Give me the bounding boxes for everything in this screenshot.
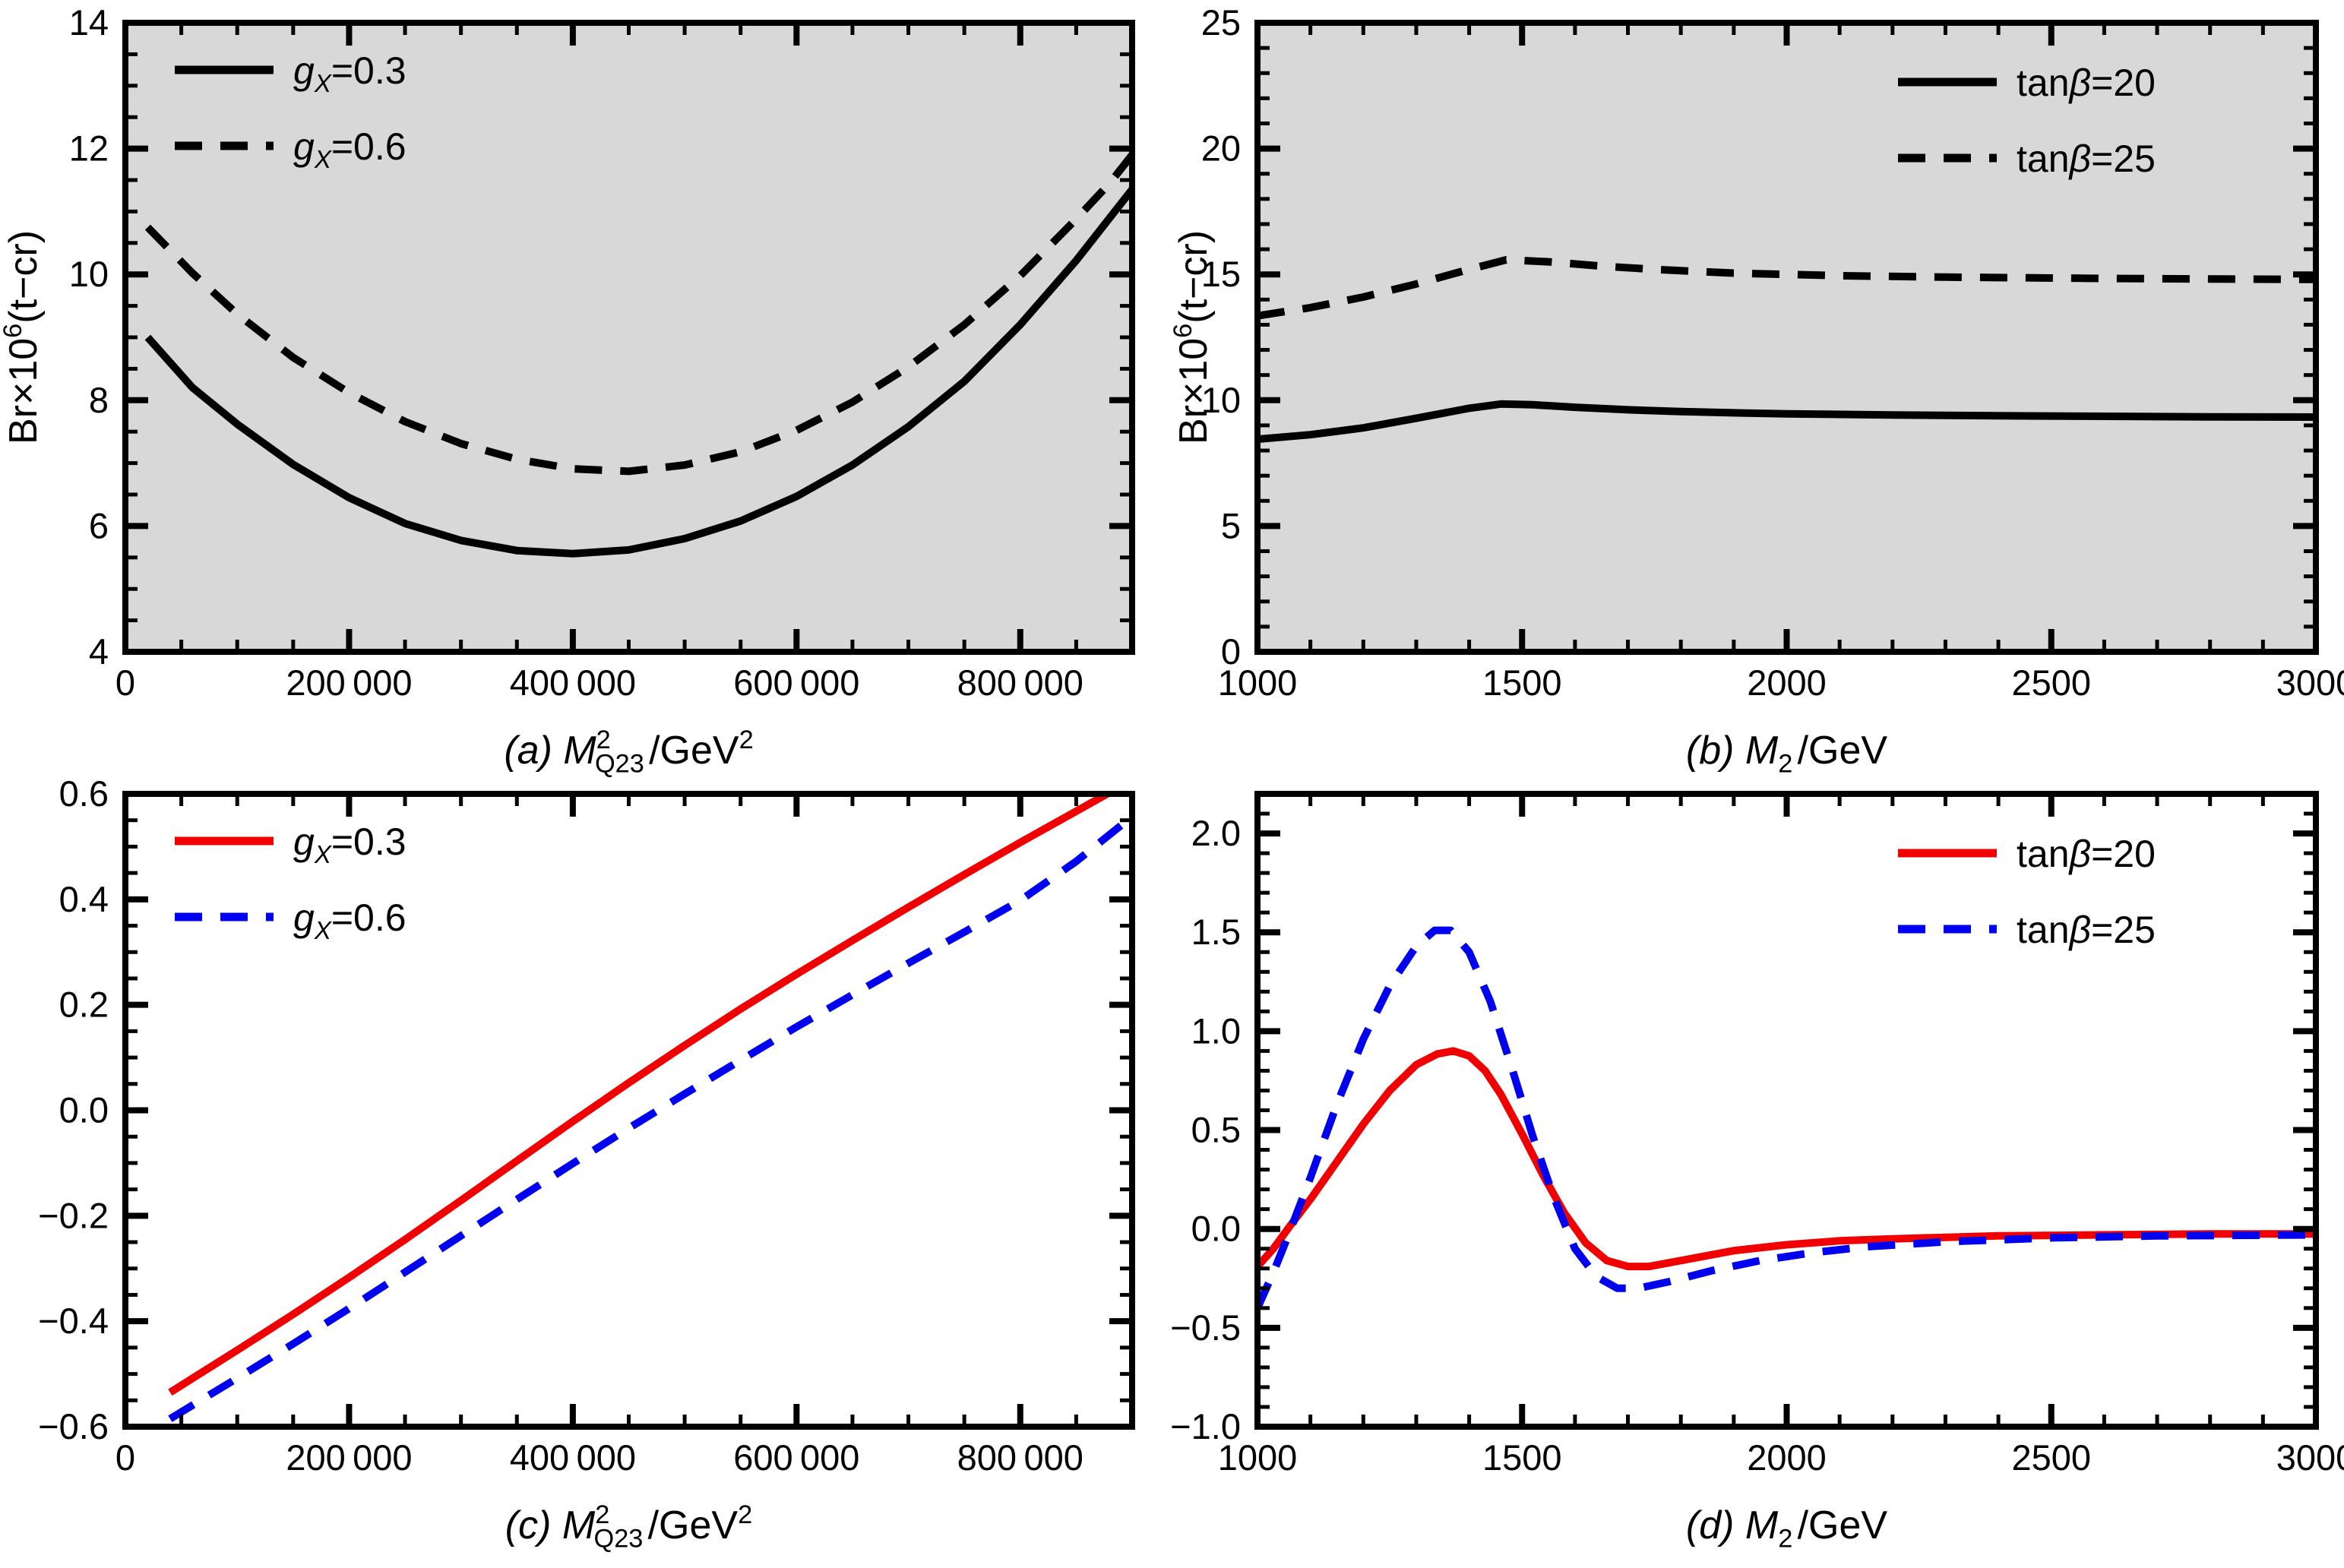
panel-d-ytick-label: 1.5 [1191, 912, 1241, 952]
panel-d-ytick-label: 0.0 [1191, 1209, 1241, 1249]
panel-b-xtick-label: 1000 [1218, 662, 1298, 703]
panel-c-ytick-label: 0.2 [59, 985, 109, 1025]
panel-d-ytick-label: 2.0 [1191, 813, 1241, 853]
panel-d-xtick-label: 2500 [2011, 1437, 2091, 1478]
panel-a-ytick-label: 8 [89, 380, 109, 420]
panel-b-legend: tanβ=20 tanβ=25 [1898, 62, 2156, 180]
panel-b-xtick-label: 2000 [1747, 662, 1827, 703]
panel-a-xtick-label: 400 000 [510, 662, 636, 703]
panel-c-ytick-label: 0.6 [59, 773, 109, 814]
panel-b-series-0-line [1257, 400, 2316, 444]
panel-a-xtick-label: 200 000 [286, 662, 412, 703]
panel-c-ytick-label: −0.4 [38, 1301, 109, 1341]
panel-b-frame [1254, 20, 2319, 655]
panel-a-ytick-label: 12 [69, 128, 109, 169]
panel-a-ytick-label: 10 [69, 254, 109, 294]
panel-c-frame [122, 791, 1135, 1430]
panel-a-x-axis-title: (a) M2 Q23/GeV2 [504, 726, 753, 778]
panel-c-ytick-label: 0.0 [59, 1089, 109, 1130]
panel-c-ticks: 0 200 000 400 000 600 000 800 000 −0.6 −0.4 −0.… [38, 773, 1134, 1478]
panel-c-xtick-label: 400 000 [510, 1437, 636, 1478]
panel-c-xtick-label: 200 000 [286, 1437, 412, 1478]
panel-a-ytick-label: 14 [69, 2, 109, 43]
panel-b-y-axis-title: Br×106(t−cr) [1169, 230, 1216, 444]
panel-c-legend-label-0: gX=0.3 [293, 820, 406, 868]
panel-d-xtick-label: 1000 [1218, 1437, 1298, 1478]
panel-d-legend-label-0: tanβ=20 [2017, 833, 2156, 875]
panel-a-y-axis-title: Br×106(t−cr) [0, 230, 46, 444]
panel-d-series-1-line [1257, 926, 2316, 1310]
panel-d-ytick-label: 0.5 [1191, 1110, 1241, 1150]
panel-d-legend: tanβ=20 tanβ=25 [1898, 833, 2156, 951]
panel-a: 0 200 000 400 000 600 000 800 000 4 6 8 10 12 14 gX… [0, 2, 1135, 778]
panel-b-plot-area [1257, 23, 2316, 652]
panel-a-xtick-label: 600 000 [733, 662, 859, 703]
panel-d-x-axis-title: (d) M2/GeV [1686, 1503, 1887, 1553]
panel-c-ytick-label: 0.4 [59, 879, 109, 919]
panel-a-frame [122, 20, 1135, 655]
panel-c-plot-area [125, 794, 1132, 1427]
panel-a-ytick-label: 6 [89, 505, 109, 545]
panel-b-ytick-label: 5 [1221, 505, 1241, 545]
panel-a-ytick-label: 4 [89, 631, 109, 672]
panel-a-xtick-label: 800 000 [957, 662, 1083, 703]
panel-a-xtick-label: 0 [115, 662, 135, 703]
panel-a-legend-label-1: gX=0.6 [293, 125, 406, 173]
panel-b-ytick-label: 15 [1201, 254, 1241, 294]
panel-b-series-1-line [1257, 256, 2316, 320]
panel-b-ytick-label: 10 [1201, 380, 1241, 420]
panel-b-legend-label-1: tanβ=25 [2017, 138, 2156, 180]
panel-a-series-0-line [144, 187, 1132, 558]
panel-d-ytick-label: −0.5 [1170, 1307, 1241, 1348]
panel-a-legend: gX=0.3 gX=0.6 [175, 49, 406, 173]
panel-b-xtick-label: 1500 [1482, 662, 1562, 703]
panel-c-xtick-label: 800 000 [957, 1437, 1083, 1478]
panel-c-series-1-line [168, 813, 1132, 1422]
panel-d-xtick-label: 2000 [1747, 1437, 1827, 1478]
panel-c-xtick-label: 600 000 [733, 1437, 859, 1478]
panel-c-ytick-label: −0.2 [38, 1195, 109, 1235]
panel-c-legend-label-1: gX=0.6 [293, 896, 406, 944]
panel-c-x-axis-title: (c) M2 Q23/GeV2 [505, 1500, 752, 1553]
panel-b-legend-label-0: tanβ=20 [2017, 62, 2156, 104]
panel-d-ytick-label: 1.0 [1191, 1010, 1241, 1051]
panel-b-ytick-label: 0 [1221, 631, 1241, 672]
panel-b: 100015002000250030000510152025tanβ=20tan… [1169, 2, 2344, 778]
panel-d-frame [1254, 791, 2319, 1430]
panel-a-plot-area [125, 23, 1132, 652]
panel-c-xtick-label: 0 [115, 1437, 135, 1478]
panel-b-xtick-label: 2500 [2011, 662, 2091, 703]
panel-b-x-axis-title: (b) M2/GeV [1686, 729, 1887, 778]
panel-a-legend-label-0: gX=0.3 [293, 49, 406, 97]
panel-c-series-0-line [168, 794, 1114, 1396]
panel-c-legend: gX=0.3 gX=0.6 [175, 820, 406, 944]
panel-d-ytick-label: −1.0 [1170, 1406, 1241, 1446]
panel-b-ytick-label: 20 [1201, 128, 1241, 169]
panel-a-ticks: 0 200 000 400 000 600 000 800 000 4 6 8 10 12 14 [69, 2, 1134, 703]
panel-d-xtick-label: 1500 [1482, 1437, 1562, 1478]
panel-a-series-1-line [144, 152, 1132, 476]
panel-d-legend-label-1: tanβ=25 [2017, 909, 2156, 951]
panel-b-ytick-label: 25 [1201, 2, 1241, 43]
panel-c-ytick-label: −0.6 [38, 1406, 109, 1446]
panel-c: 0 200 000 400 000 600 000 800 000 −0.6 −0.4 −0.… [38, 773, 1135, 1553]
panel-d-plot-area [1257, 794, 2316, 1427]
